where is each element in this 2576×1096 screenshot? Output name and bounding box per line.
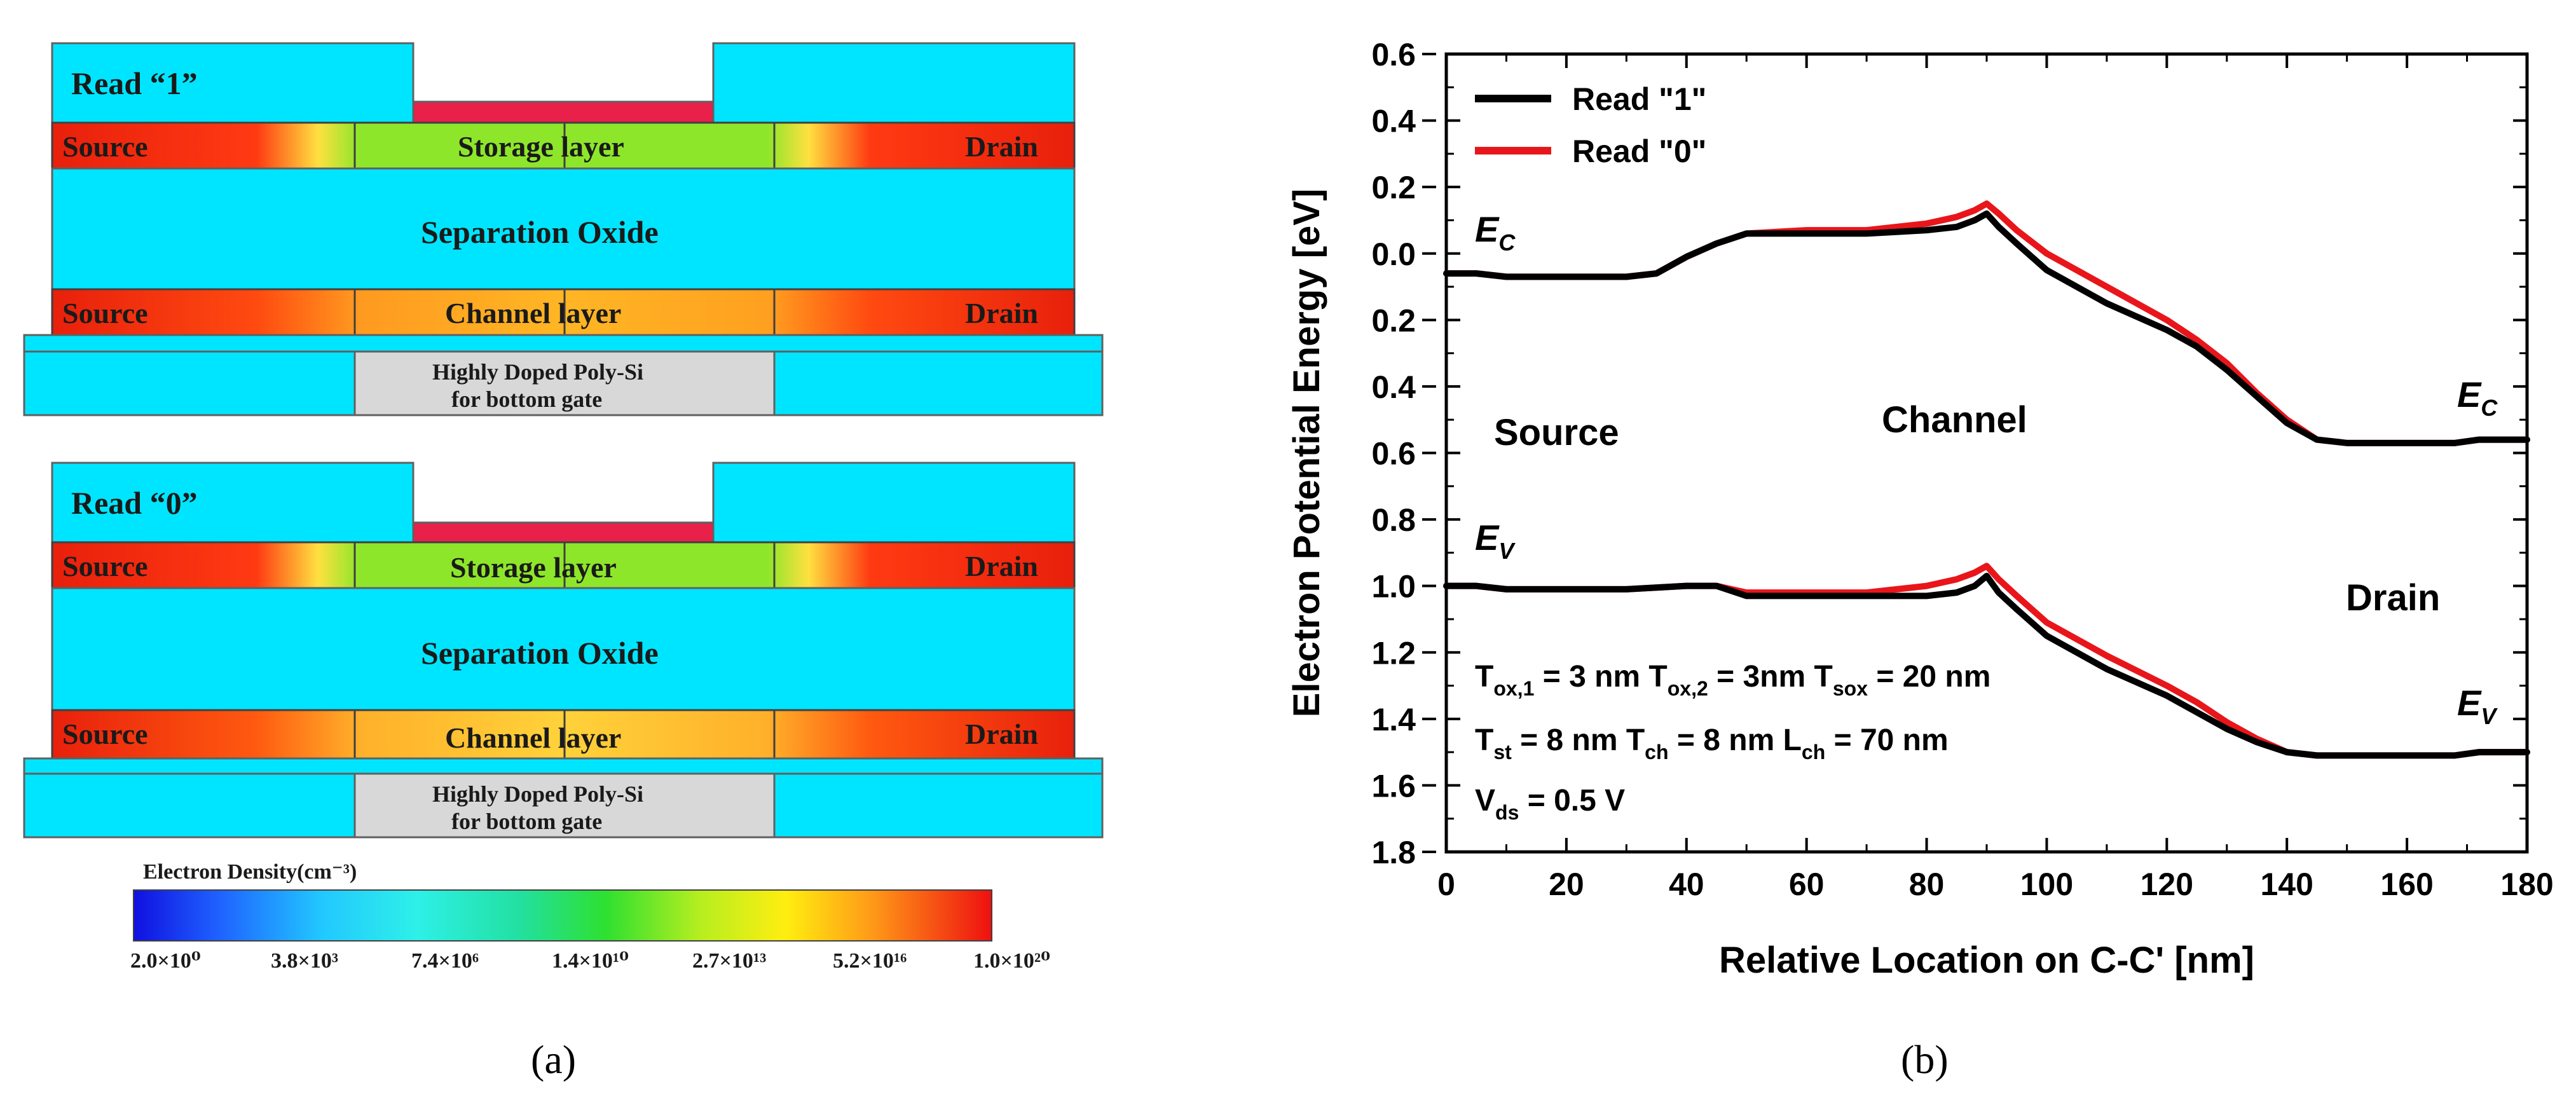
device-cross-section-panel	[23, 42, 1104, 942]
y-tick-label: 0.2	[1371, 303, 1416, 338]
colorbar-tick-label: 5.2×10¹⁶	[833, 949, 907, 973]
drain-label-bottom: Drain	[965, 718, 1038, 750]
source-annotation: Source	[1494, 412, 1619, 453]
series-line-ev-read1	[1443, 572, 2530, 759]
storage-layer-label: Storage layer	[450, 551, 617, 584]
channel-layer-region	[51, 709, 1076, 760]
caption-a: (a)	[531, 1037, 577, 1082]
ev-label-left: EV	[1475, 517, 1516, 564]
x-tick-label: 180	[2500, 867, 2553, 902]
ev-label-right: EV	[2457, 683, 2498, 729]
x-tick-label: 20	[1549, 867, 1584, 902]
source-label-top: Source	[62, 550, 148, 582]
x-tick-label: 120	[2141, 867, 2193, 902]
colorbar-tick-label: 2.7×10¹³	[692, 949, 767, 973]
y-tick-label: 1.0	[1371, 569, 1416, 605]
read-0-label: Read “0”	[71, 485, 198, 521]
y-tick-label: 0.6	[1371, 436, 1416, 472]
bottom-gate-label: for bottom gate	[451, 387, 603, 412]
separation-oxide	[51, 587, 1076, 711]
poly-si-bottom-gate	[353, 772, 776, 839]
y-tick-label: 0.4	[1371, 369, 1416, 405]
y-tick-label: 0.4	[1371, 104, 1416, 139]
legend-label: Read "0"	[1572, 134, 1706, 169]
separation-oxide-label: Separation Oxide	[421, 635, 659, 671]
legend-label: Read "1"	[1572, 81, 1706, 117]
y-axis-label: Electron Potential Energy [eV]	[1286, 189, 1327, 718]
x-tick-label: 100	[2020, 867, 2073, 902]
source-label-bottom: Source	[62, 297, 148, 329]
x-tick-label: 40	[1669, 867, 1704, 902]
drain-label-top: Drain	[965, 130, 1038, 163]
params-line-3: Vds = 0.5 V	[1475, 784, 1625, 824]
colorbar-tick-label: 1.0×10²⁰	[973, 949, 1050, 973]
colorbar	[133, 889, 992, 942]
top-oxide-strip	[412, 521, 715, 544]
top-gate-left	[51, 42, 414, 124]
channel-annotation: Channel	[1882, 399, 2027, 441]
drain-annotation: Drain	[2346, 577, 2440, 619]
ec-label-left: EC	[1475, 209, 1516, 256]
params-line-2: Tst = 8 nm Tch = 8 nm Lch = 70 nm	[1475, 723, 1949, 764]
x-tick-label: 140	[2261, 867, 2313, 902]
source-label-top: Source	[62, 130, 148, 163]
caption-b: (b)	[1901, 1037, 1949, 1082]
params-line-1: Tox,1 = 3 nm Tox,2 = 3nm Tsox = 20 nm	[1475, 660, 1990, 700]
channel-layer-label: Channel layer	[445, 722, 622, 754]
storage-layer-region	[51, 541, 1076, 589]
storage-layer-label: Storage layer	[458, 130, 624, 163]
ec-label-right: EC	[2457, 374, 2498, 421]
y-tick-label: 1.2	[1371, 635, 1416, 671]
poly-si-label: Highly Doped Poly-Si	[432, 781, 644, 807]
drain-label-top: Drain	[965, 550, 1038, 582]
colorbar-tick-label: 2.0×10⁰	[130, 949, 201, 973]
read-1-label: Read “1”	[71, 65, 198, 101]
x-axis-label: Relative Location on C-C' [nm]	[1719, 940, 2254, 981]
colorbar-tick-label: 3.8×10³	[271, 949, 339, 973]
y-tick-label: 1.4	[1371, 702, 1416, 737]
y-tick-label: 0.2	[1371, 170, 1416, 205]
bottom-oxide	[23, 334, 1104, 353]
colorbar-tick-label: 1.4×10¹⁰	[552, 949, 629, 973]
top-gate-right	[712, 42, 1076, 124]
y-tick-label: 1.6	[1371, 768, 1416, 804]
drain-label-bottom: Drain	[965, 297, 1038, 329]
x-tick-label: 80	[1909, 867, 1945, 902]
top-gate-right	[712, 462, 1076, 544]
x-tick-label: 60	[1789, 867, 1825, 902]
device-read-0	[23, 462, 1104, 839]
bottom-gate-label: for bottom gate	[451, 809, 603, 834]
x-tick-label: 0	[1437, 867, 1455, 902]
poly-si-bottom-gate	[353, 350, 776, 416]
y-tick-label: 1.8	[1371, 835, 1416, 870]
series-line-ec-read1	[1443, 210, 2530, 446]
y-tick-label: 0.0	[1371, 236, 1416, 272]
source-label-bottom: Source	[62, 718, 148, 750]
x-tick-label: 160	[2380, 867, 2433, 902]
poly-si-label: Highly Doped Poly-Si	[432, 359, 644, 385]
channel-layer-label: Channel layer	[445, 297, 622, 329]
top-gate-left	[51, 462, 414, 544]
colorbar-tick-label: 7.4×10⁶	[411, 949, 479, 973]
y-tick-label: 0.6	[1371, 37, 1416, 72]
device-read-1	[23, 42, 1104, 416]
colorbar-title: Electron Density(cm⁻³)	[143, 860, 357, 884]
separation-oxide-label: Separation Oxide	[421, 214, 659, 250]
storage-layer-region	[51, 121, 1076, 170]
y-tick-label: 0.8	[1371, 502, 1416, 538]
